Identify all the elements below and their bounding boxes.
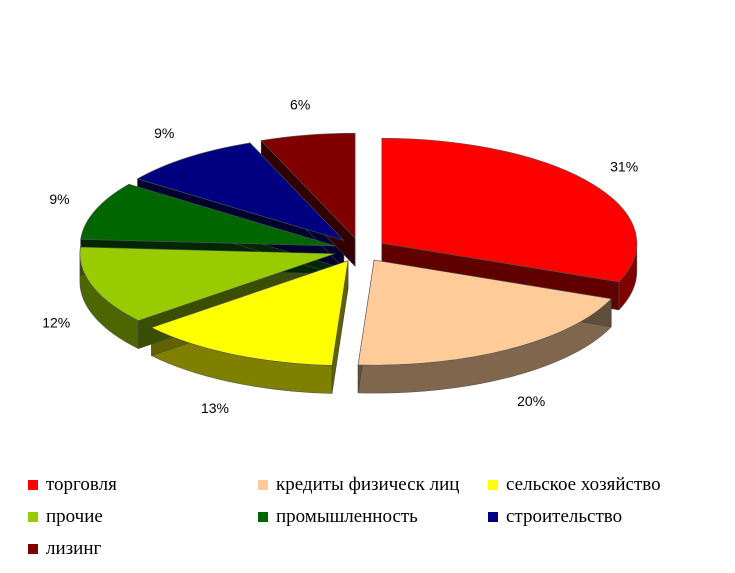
legend-item: лизинг xyxy=(28,536,258,562)
data-label-1: 20% xyxy=(517,393,545,409)
legend-label: строительство xyxy=(506,506,623,527)
data-label-3: 12% xyxy=(42,314,70,330)
slice-tops xyxy=(79,132,638,366)
legend-swatch xyxy=(28,480,38,490)
data-label-6: 6% xyxy=(290,97,310,113)
slice-4 xyxy=(80,183,336,247)
legend-swatch xyxy=(28,544,38,554)
legend-item: сельское хозяйство xyxy=(488,472,718,498)
data-label-5: 9% xyxy=(154,125,174,141)
legend-label: сельское хозяйство xyxy=(506,474,661,495)
legend-label: кредиты физическ лиц xyxy=(276,474,460,495)
legend-label: прочие xyxy=(46,506,103,527)
slice-2 xyxy=(150,260,349,366)
pie-chart: 31% 20% 13% 12% 9% 9% 6% xyxy=(42,97,638,416)
legend-label: лизинг xyxy=(46,538,102,559)
legend-item: промышленность xyxy=(258,504,488,530)
legend-swatch xyxy=(28,512,38,522)
legend-label: торговля xyxy=(46,474,117,495)
slice-3 xyxy=(79,246,335,321)
legend-swatch xyxy=(488,480,498,490)
legend-item: прочие xyxy=(28,504,258,530)
legend-label: промышленность xyxy=(276,506,418,527)
data-label-2: 13% xyxy=(201,400,229,416)
slice-1 xyxy=(357,259,612,366)
slice-5 xyxy=(136,142,345,242)
legend-swatch xyxy=(258,512,268,522)
data-labels: 31% 20% 13% 12% 9% 9% 6% xyxy=(42,97,638,416)
legend-item: кредиты физическ лиц xyxy=(258,472,488,498)
data-label-0: 31% xyxy=(610,158,638,174)
data-label-4: 9% xyxy=(49,191,69,207)
legend-item: торговля xyxy=(28,472,258,498)
legend-swatch xyxy=(258,480,268,490)
legend-item: строительство xyxy=(488,504,718,530)
slice-0 xyxy=(381,137,638,283)
legend-swatch xyxy=(488,512,498,522)
legend: торговля кредиты физическ лиц сельское хоз… xyxy=(28,472,718,562)
slice-6 xyxy=(260,132,356,239)
